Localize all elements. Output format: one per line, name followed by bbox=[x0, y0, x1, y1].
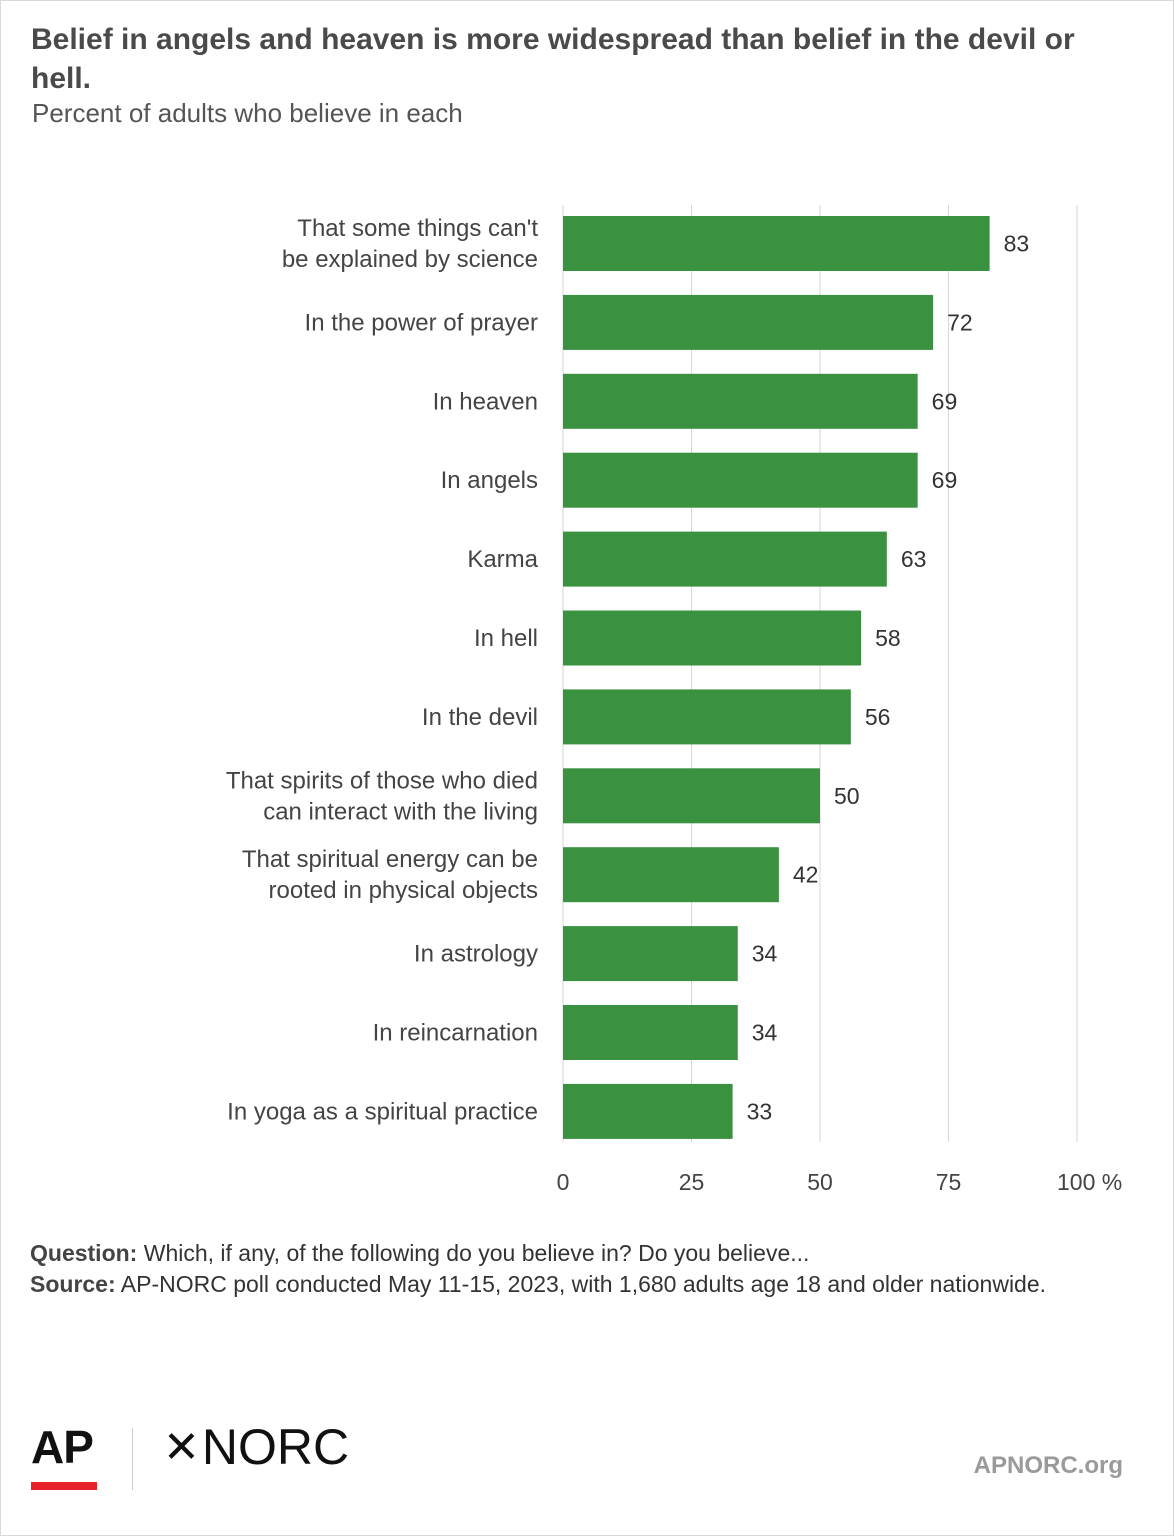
category-label-line: In angels bbox=[441, 467, 538, 494]
x-tick-label: 0 bbox=[557, 1169, 570, 1195]
data-label: 56 bbox=[865, 704, 891, 730]
bar bbox=[563, 1005, 738, 1060]
bar bbox=[563, 768, 820, 824]
x-tick-label: 75 bbox=[936, 1169, 962, 1195]
bar bbox=[563, 452, 918, 508]
bar bbox=[563, 689, 851, 745]
category-label-line: In astrology bbox=[414, 941, 538, 968]
question-note: Question: Which, if any, of the followin… bbox=[30, 1238, 1140, 1269]
category-label: Karma bbox=[467, 546, 538, 573]
question-text: Which, if any, of the following do you b… bbox=[143, 1240, 810, 1266]
chart-notes: Question: Which, if any, of the followin… bbox=[30, 1238, 1140, 1300]
data-label: 50 bbox=[834, 783, 860, 809]
bar bbox=[563, 847, 779, 903]
category-label: In astrology bbox=[414, 941, 538, 968]
category-label-line: be explained by science bbox=[282, 246, 538, 273]
source-text: AP-NORC poll conducted May 11-15, 2023, … bbox=[120, 1271, 1047, 1297]
category-label: That spiritual energy can be rooted in ph… bbox=[242, 846, 538, 904]
norc-logo: ✕NORC bbox=[163, 1418, 349, 1476]
question-label: Question: bbox=[30, 1240, 138, 1266]
site-link[interactable]: APNORC.org bbox=[973, 1452, 1123, 1479]
bar bbox=[563, 610, 862, 666]
category-label: In the power of prayer bbox=[305, 309, 538, 336]
bar bbox=[563, 926, 738, 982]
category-label-line: That some things can't bbox=[297, 215, 538, 242]
category-label: In hell bbox=[474, 625, 538, 652]
data-label: 42 bbox=[793, 862, 819, 888]
data-label: 69 bbox=[932, 388, 958, 414]
x-tick-label: 25 bbox=[679, 1169, 705, 1195]
norc-star-icon: ✕ bbox=[163, 1423, 200, 1472]
category-label-line: That spiritual energy can be bbox=[242, 846, 538, 873]
bar bbox=[563, 373, 918, 429]
ap-logo-underline bbox=[31, 1482, 97, 1490]
data-label: 58 bbox=[875, 625, 901, 651]
category-label: That some things can't be explained by sc… bbox=[282, 215, 539, 273]
category-label-line: Karma bbox=[467, 546, 538, 573]
bar-chart: 83 That some things can't be explained by … bbox=[226, 205, 1122, 1195]
data-label: 33 bbox=[747, 1098, 773, 1124]
data-label: 63 bbox=[901, 546, 927, 572]
category-label: In heaven bbox=[433, 388, 538, 415]
category-label-line: can interact with the living bbox=[263, 798, 538, 825]
data-label: 34 bbox=[752, 1020, 778, 1046]
x-tick-label: 50 bbox=[807, 1169, 833, 1195]
chart-subtitle: Percent of adults who believe in each bbox=[32, 98, 463, 128]
x-tick-label: 100 % bbox=[1057, 1169, 1122, 1195]
logo-divider bbox=[132, 1428, 133, 1490]
data-label: 69 bbox=[932, 467, 958, 493]
category-label-line: That spirits of those who died bbox=[226, 767, 538, 794]
category-label-line: In reincarnation bbox=[373, 1020, 538, 1047]
bar bbox=[563, 294, 934, 350]
chart-title: Belief in angels and heaven is more wide… bbox=[31, 23, 1075, 95]
bar bbox=[563, 1083, 733, 1139]
category-label-line: In the devil bbox=[422, 704, 538, 731]
category-label: In angels bbox=[441, 467, 538, 494]
source-label: Source: bbox=[30, 1271, 116, 1297]
norc-logo-text: NORC bbox=[201, 1419, 350, 1475]
data-label: 83 bbox=[1004, 231, 1030, 257]
category-label-line: In yoga as a spiritual practice bbox=[227, 1098, 538, 1125]
ap-logo: AP bbox=[31, 1421, 94, 1473]
category-label: In yoga as a spiritual practice bbox=[227, 1098, 538, 1125]
data-label: 34 bbox=[752, 941, 778, 967]
category-label-line: rooted in physical objects bbox=[269, 877, 538, 904]
bar bbox=[563, 531, 887, 587]
bar bbox=[563, 216, 990, 271]
source-note: Source: AP-NORC poll conducted May 11-15… bbox=[30, 1269, 1140, 1300]
category-label-line: In hell bbox=[474, 625, 538, 652]
category-label-line: In heaven bbox=[433, 388, 538, 415]
category-label-line: In the power of prayer bbox=[305, 309, 538, 336]
data-label: 72 bbox=[947, 309, 973, 335]
category-label: In reincarnation bbox=[373, 1020, 538, 1047]
category-label: In the devil bbox=[422, 704, 538, 731]
category-label: That spirits of those who died can intera… bbox=[226, 767, 538, 825]
